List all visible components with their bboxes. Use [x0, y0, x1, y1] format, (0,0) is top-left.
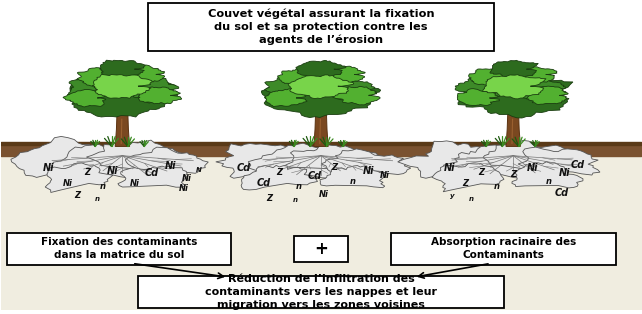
- Polygon shape: [118, 166, 187, 187]
- Text: Ni: Ni: [165, 161, 176, 171]
- Polygon shape: [457, 89, 499, 106]
- Polygon shape: [518, 147, 600, 175]
- Polygon shape: [265, 76, 317, 98]
- Text: Ni: Ni: [182, 174, 191, 183]
- Text: Ni: Ni: [363, 166, 375, 176]
- Text: Ni: Ni: [130, 179, 140, 188]
- Polygon shape: [320, 165, 386, 188]
- Text: Z: Z: [478, 168, 484, 177]
- Text: y: y: [450, 193, 455, 199]
- Text: Cd: Cd: [308, 171, 322, 181]
- Polygon shape: [63, 89, 107, 107]
- Polygon shape: [469, 69, 516, 86]
- Text: Fixation des contaminants
dans la matrice du sol: Fixation des contaminants dans la matric…: [41, 237, 197, 260]
- Text: Cd: Cd: [554, 188, 568, 198]
- Text: Ni: Ni: [43, 163, 55, 173]
- Polygon shape: [526, 86, 568, 105]
- Text: Absorption racinaire des
Contaminants: Absorption racinaire des Contaminants: [431, 237, 577, 260]
- Polygon shape: [321, 149, 411, 175]
- Text: Réduction de l’infiltration des
contaminants vers les nappes et leur
migration v: Réduction de l’infiltration des contamin…: [205, 274, 437, 310]
- Text: Couvet végétal assurant la fixation
du sol et sa protection contre les
agents de: Couvet végétal assurant la fixation du s…: [208, 8, 434, 45]
- Text: Cd: Cd: [570, 160, 584, 170]
- Polygon shape: [506, 112, 521, 146]
- Text: Z: Z: [331, 164, 337, 172]
- Polygon shape: [455, 77, 511, 99]
- Polygon shape: [327, 78, 377, 100]
- Text: Ni: Ni: [178, 183, 188, 192]
- Text: n: n: [94, 196, 100, 202]
- Text: n: n: [494, 182, 500, 191]
- Polygon shape: [282, 145, 383, 176]
- Text: Z: Z: [84, 168, 91, 177]
- Text: Ni: Ni: [63, 179, 73, 188]
- Text: Z: Z: [276, 168, 282, 177]
- Text: Cd: Cd: [237, 163, 251, 173]
- Polygon shape: [69, 78, 116, 98]
- Text: n: n: [293, 198, 298, 203]
- Text: +: +: [314, 240, 328, 258]
- Polygon shape: [125, 147, 208, 173]
- Polygon shape: [92, 74, 152, 98]
- Polygon shape: [138, 87, 182, 104]
- Polygon shape: [516, 79, 566, 101]
- Polygon shape: [483, 75, 546, 99]
- Polygon shape: [277, 69, 322, 86]
- Polygon shape: [216, 143, 313, 178]
- Polygon shape: [296, 61, 346, 78]
- Text: N: N: [196, 166, 202, 172]
- Polygon shape: [458, 75, 573, 118]
- Polygon shape: [443, 145, 532, 182]
- Text: Ni: Ni: [559, 168, 570, 178]
- Polygon shape: [45, 163, 113, 192]
- Text: Z: Z: [266, 194, 273, 203]
- Polygon shape: [52, 144, 141, 183]
- Text: n: n: [295, 182, 302, 191]
- FancyBboxPatch shape: [392, 233, 616, 265]
- Polygon shape: [87, 140, 192, 175]
- Text: Cd: Cd: [144, 168, 159, 178]
- Polygon shape: [67, 74, 177, 117]
- Polygon shape: [512, 162, 583, 188]
- Polygon shape: [123, 65, 165, 82]
- Polygon shape: [248, 143, 345, 181]
- Polygon shape: [483, 140, 573, 177]
- Polygon shape: [77, 68, 124, 86]
- Text: n: n: [546, 177, 551, 187]
- Text: Ni: Ni: [526, 163, 538, 173]
- Text: Z: Z: [74, 191, 81, 200]
- Polygon shape: [288, 75, 354, 99]
- Polygon shape: [514, 67, 557, 83]
- Polygon shape: [432, 164, 504, 192]
- FancyBboxPatch shape: [7, 233, 231, 265]
- FancyBboxPatch shape: [139, 276, 503, 308]
- Polygon shape: [322, 66, 365, 83]
- Text: Ni: Ni: [380, 171, 390, 180]
- Polygon shape: [11, 136, 110, 177]
- Text: n: n: [350, 177, 356, 187]
- Polygon shape: [261, 75, 381, 117]
- Text: Z: Z: [462, 179, 468, 188]
- Polygon shape: [265, 89, 307, 106]
- FancyBboxPatch shape: [294, 236, 348, 262]
- Polygon shape: [241, 165, 318, 190]
- Text: n: n: [100, 182, 106, 191]
- Text: Z: Z: [510, 170, 516, 179]
- Polygon shape: [100, 60, 145, 78]
- FancyBboxPatch shape: [148, 3, 494, 51]
- Text: n: n: [469, 196, 474, 202]
- Text: Ni: Ni: [444, 163, 455, 173]
- Text: Cd: Cd: [256, 178, 270, 188]
- Polygon shape: [490, 60, 538, 79]
- Polygon shape: [333, 86, 380, 105]
- Polygon shape: [314, 112, 328, 146]
- Polygon shape: [115, 112, 130, 146]
- Polygon shape: [397, 141, 495, 178]
- Polygon shape: [128, 78, 178, 103]
- Text: Ni: Ni: [107, 166, 119, 176]
- Text: Ni: Ni: [319, 190, 329, 199]
